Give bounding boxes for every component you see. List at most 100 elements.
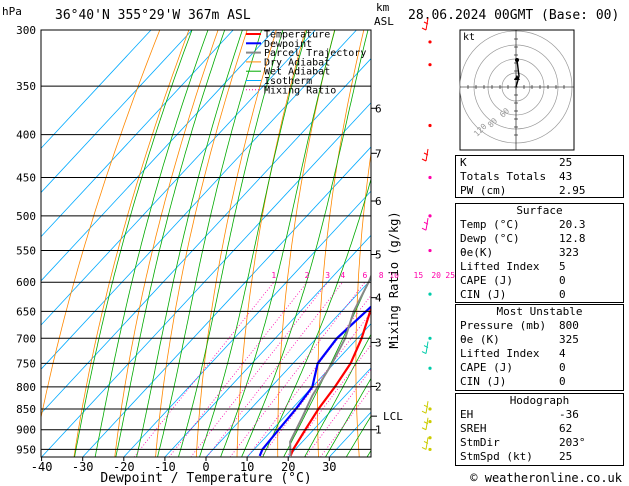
hodograph-title: Hodograph bbox=[509, 394, 570, 407]
wind-barb-dot bbox=[428, 366, 432, 370]
pw-label: PW (cm) bbox=[460, 184, 507, 197]
wind-barb bbox=[421, 17, 429, 31]
mixing-ratio-label: 4 bbox=[340, 271, 345, 280]
dry-adiabat bbox=[429, 30, 451, 457]
pressure-label: 950 bbox=[16, 443, 36, 456]
hodo-row-value: 203° bbox=[559, 436, 586, 449]
surface-row-value: 323 bbox=[559, 246, 579, 259]
isotherm bbox=[123, 190, 371, 457]
asl-label: ASL bbox=[374, 15, 394, 28]
profile-parcel-trajectory bbox=[289, 273, 371, 456]
isotherm bbox=[41, 30, 316, 326]
mixing-ratio-label: 8 bbox=[379, 271, 384, 280]
mu-row-value: 4 bbox=[559, 347, 566, 360]
wet-adiabat bbox=[157, 30, 262, 457]
km-tick-label: 5 bbox=[375, 248, 382, 261]
pressure-label: 700 bbox=[16, 332, 36, 345]
isotherm bbox=[41, 30, 234, 238]
hodo-row-value: -36 bbox=[559, 408, 579, 421]
isotherm bbox=[164, 234, 371, 457]
legend-item-label: Dry Adiabat bbox=[264, 57, 330, 68]
dry-adiabat bbox=[277, 30, 335, 457]
mu-row-label: θe (K) bbox=[460, 333, 500, 346]
hodo-row-label: StmDir bbox=[460, 436, 500, 449]
mixing-ratio-label: 1 bbox=[271, 271, 276, 280]
temp-tick-label: -30 bbox=[72, 460, 94, 474]
isotherm bbox=[41, 58, 371, 415]
temp-tick-label: 20 bbox=[281, 460, 295, 474]
mixing-ratio-label: 6 bbox=[363, 271, 368, 280]
pressure-label: 300 bbox=[16, 24, 36, 37]
surface-row-value: 5 bbox=[559, 260, 566, 273]
wet-adiabat bbox=[136, 30, 243, 457]
wind-barb bbox=[421, 218, 429, 231]
wind-barb-dot bbox=[428, 40, 432, 44]
dry-adiabat bbox=[41, 30, 161, 420]
km-tick-label: 1 bbox=[375, 424, 382, 437]
temp-tick-label: 10 bbox=[240, 460, 254, 474]
km-tick-label: LCL bbox=[383, 410, 403, 423]
hpa-label: hPa bbox=[2, 5, 22, 18]
wind-barb bbox=[421, 341, 429, 355]
mixing-ratio-label: 2 bbox=[305, 271, 310, 280]
pw-value: 2.95 bbox=[559, 184, 586, 197]
wind-barb-dot bbox=[428, 248, 432, 253]
dry-adiabat bbox=[625, 30, 629, 457]
hodo-row-label: EH bbox=[460, 408, 474, 421]
isotherm bbox=[41, 30, 275, 282]
mixing-ratio-line bbox=[206, 281, 344, 457]
surface-row-label: CAPE (J) bbox=[460, 274, 513, 287]
legend-item-label: Parcel Trajectory bbox=[264, 48, 366, 59]
mu-row-label: Pressure (mb) bbox=[460, 319, 547, 332]
wind-barb-dot bbox=[428, 436, 432, 440]
mu-row-label: Lifted Index bbox=[460, 347, 540, 360]
copyright-footer: © weatheronline.co.uk bbox=[470, 471, 622, 485]
mixing-ratio-line bbox=[133, 281, 275, 457]
mixing-ratio-label: 15 bbox=[414, 271, 424, 280]
legend-item-label: Temperature bbox=[264, 30, 330, 41]
pressure-label: 350 bbox=[16, 80, 36, 93]
wind-barb bbox=[421, 417, 429, 431]
surface-title: Surface bbox=[516, 204, 563, 217]
mixing-ratio-line bbox=[229, 281, 366, 457]
mixing-ratio-axis-label: Mixing Ratio (g/kg) bbox=[387, 211, 401, 348]
legend-item-label: Wet Adiabat bbox=[264, 67, 330, 78]
wind-barb-dot bbox=[428, 175, 432, 180]
pressure-label: 800 bbox=[16, 381, 36, 394]
surface-row-label: θe(K) bbox=[460, 246, 494, 259]
wind-barb-dot bbox=[428, 419, 432, 424]
temp-tick-label: -20 bbox=[113, 460, 135, 474]
wind-barb-dot bbox=[428, 407, 432, 411]
mixing-ratio-label: 20 bbox=[431, 271, 441, 280]
isotherm bbox=[41, 30, 152, 149]
temp-tick-label: 0 bbox=[202, 460, 209, 474]
legend-item-label: Mixing Ratio bbox=[264, 85, 336, 96]
surface-box: Surface Temp (°C) 20.3 Dewp (°C) 12.8 θe(K… bbox=[455, 203, 624, 303]
wind-barb-dot bbox=[428, 447, 432, 452]
totals-label: Totals Totals bbox=[460, 170, 547, 183]
pressure-label: 550 bbox=[16, 245, 36, 258]
wind-barb-dot bbox=[428, 63, 432, 67]
wind-barb-dot bbox=[428, 123, 432, 128]
hodo-row-label: SREH bbox=[460, 422, 487, 435]
temp-tick-label: -40 bbox=[31, 460, 53, 474]
dry-adiabat bbox=[73, 30, 190, 457]
mixing-ratio-line bbox=[260, 311, 371, 457]
mixing-ratio-label: 3 bbox=[325, 271, 330, 280]
mu-row-label: CAPE (J) bbox=[460, 361, 513, 374]
mu-row-value: 325 bbox=[559, 333, 579, 346]
surface-row-value: 0 bbox=[559, 288, 566, 301]
temp-tick-label: 30 bbox=[322, 460, 336, 474]
legend-item-label: Dewpoint bbox=[264, 39, 312, 50]
pressure-label: 450 bbox=[16, 172, 36, 185]
pressure-label: 500 bbox=[16, 210, 36, 223]
hodo-row-value: 62 bbox=[559, 422, 573, 435]
dry-adiabat bbox=[114, 30, 219, 457]
legend-item-label: Isotherm bbox=[264, 76, 312, 87]
mu-row-value: 0 bbox=[559, 375, 566, 388]
mu-row-label: CIN (J) bbox=[460, 375, 507, 388]
km-tick-label: 7 bbox=[375, 147, 382, 160]
mixing-ratio-line bbox=[168, 281, 308, 457]
mu-row-value: 0 bbox=[559, 361, 566, 374]
